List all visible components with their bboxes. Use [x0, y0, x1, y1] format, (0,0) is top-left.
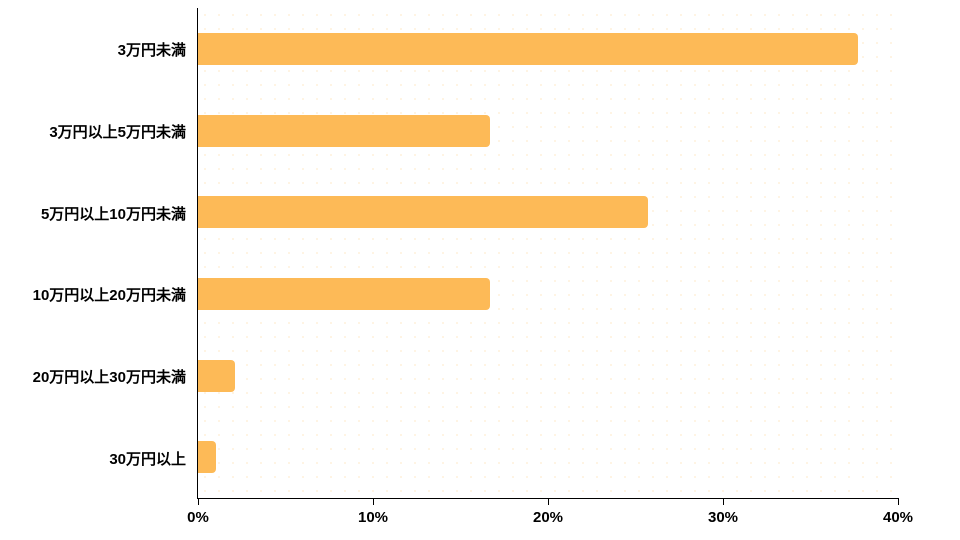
category-label: 3万円以上5万円未満	[49, 121, 186, 142]
x-tick-label: 0%	[168, 509, 228, 526]
plot-area	[198, 8, 898, 498]
x-tick-mark	[898, 498, 899, 505]
bar	[198, 360, 235, 392]
x-tick-label: 40%	[868, 509, 928, 526]
bar-chart: 0% 10% 20% 30% 40% 3万円未満 3万円以上5万円未満 5万円以上10万円未満…	[0, 0, 960, 540]
x-tick-mark	[548, 498, 549, 505]
bar	[198, 441, 216, 473]
x-tick-mark	[723, 498, 724, 505]
x-tick-label: 20%	[518, 509, 578, 526]
category-label: 3万円未満	[118, 39, 186, 60]
x-tick-mark	[373, 498, 374, 505]
bar	[198, 115, 490, 147]
y-axis-line	[197, 8, 198, 498]
bar	[198, 196, 648, 228]
x-tick-label: 10%	[343, 509, 403, 526]
category-label: 10万円以上20万円未満	[33, 284, 186, 305]
x-tick-mark	[198, 498, 199, 505]
bar	[198, 33, 858, 65]
category-label: 30万円以上	[109, 448, 186, 469]
category-label: 20万円以上30万円未満	[33, 366, 186, 387]
bar	[198, 278, 490, 310]
x-tick-label: 30%	[693, 509, 753, 526]
category-label: 5万円以上10万円未満	[41, 203, 186, 224]
